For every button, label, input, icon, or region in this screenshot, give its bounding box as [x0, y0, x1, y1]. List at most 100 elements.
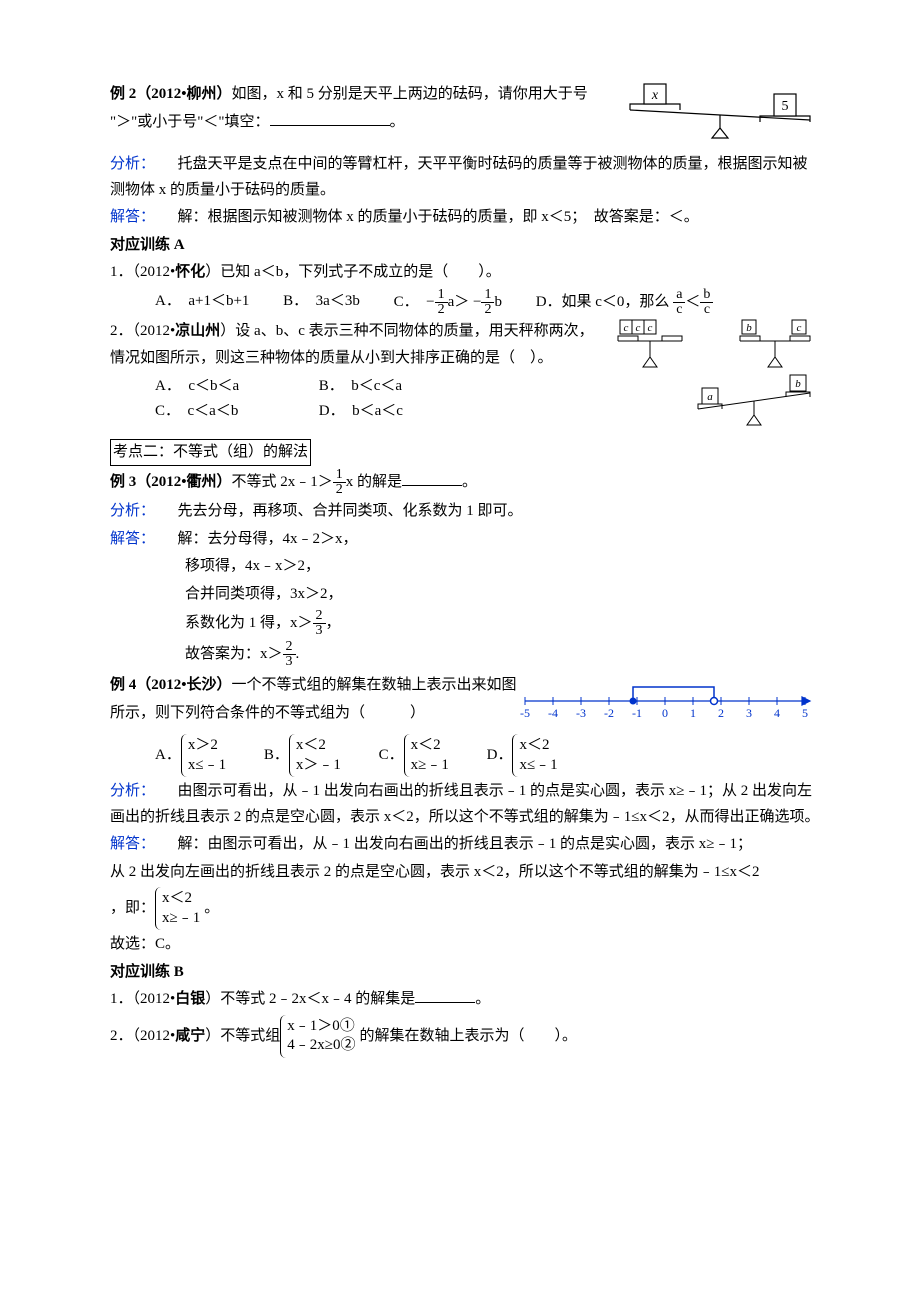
ex3-s4: 系数化为 1 得，x＞23， [110, 609, 820, 638]
ex4-C[interactable]: C．x＜2x≥﹣1 [379, 734, 453, 777]
ex4-answer-label: 解答： [110, 836, 148, 852]
q1D-op: ＜ [685, 293, 700, 309]
ex4-B[interactable]: B．x＜2x＞﹣1 [264, 734, 345, 777]
ex4-options: A．x＞2x≤﹣1 B．x＜2x＞﹣1 C．x＜2x≥﹣1 D．x＜2x≤﹣1 [110, 728, 820, 777]
ex4-A-l2: x≤﹣1 [188, 756, 226, 776]
trainB-heading: 对应训练 B [110, 960, 820, 986]
trainA-q1-A[interactable]: A． a+1＜b+1 [155, 289, 249, 315]
trainA-q2-suffix: ）设 a、b、c 表示三种不同物体的质量，用天秤称两次， [220, 323, 593, 339]
trainB-q1: 1．（2012•白银）不等式 2﹣2x＜x﹣4 的解集是。 [110, 987, 820, 1013]
ex4-analysis: 分析： 由图示可看出，从﹣1 出发向右画出的折线且表示﹣1 的点是实心圆，表示 … [110, 779, 820, 830]
trainA-q2-C[interactable]: C． c＜a＜b [155, 399, 285, 425]
ex3-s4-post: ， [326, 615, 341, 631]
q1C-pre: C． − [394, 293, 435, 309]
ex2-analysis: 分析： 托盘天平是支点在中间的等臂杠杆，天平平衡时砝码的质量等于被测物体的质量，… [110, 152, 820, 203]
trainA-q1-C[interactable]: C． −12a＞ −12b [394, 288, 502, 317]
ex4-D-l2: x≤﹣1 [519, 756, 557, 776]
tb-q1-blank[interactable] [415, 987, 475, 1003]
svg-text:-4: -4 [548, 706, 558, 720]
ex4-final: 故选：C。 [110, 932, 820, 958]
svg-text:c: c [797, 322, 802, 334]
svg-text:c: c [636, 322, 641, 334]
trainA-q1-options: A． a+1＜b+1 B． 3a＜3b C． −12a＞ −12b D．如果 c… [110, 288, 820, 317]
ex4-A-l1: x＞2 [188, 736, 226, 756]
trainA-q1-D[interactable]: D．如果 c＜0，那么 ac＜bc [536, 288, 714, 317]
ex4-head: 例 4（2012•长沙）一个不等式组的解集在数轴上表示出来如图 所示，则下列符合… [110, 671, 820, 728]
ex4-D-l1: x＜2 [519, 736, 557, 756]
ex2-stem2: "＞"或小于号"＜"填空： [110, 114, 270, 130]
tb-q2-sys-l1: x﹣1＞0① [287, 1017, 355, 1037]
svg-text:4: 4 [774, 706, 780, 720]
ex3-analysis-text: 先去分母，再移项、合并同类项、化系数为 1 即可。 [148, 503, 523, 519]
ex2-blank[interactable] [270, 110, 390, 126]
trainA-q2-A[interactable]: A． c＜b＜a [155, 374, 285, 400]
q1C-num: 1 [435, 288, 448, 303]
svg-text:-1: -1 [632, 706, 642, 720]
ex3-r-num: 2 [313, 609, 326, 624]
ex3-s5-pre: 故答案为：x＞ [185, 646, 283, 662]
trainA-q2-row: 2．（2012•凉山州）设 a、b、c 表示三种不同物体的质量，用天秤称两次， … [110, 317, 820, 437]
ex4-sys-l2: x≥﹣1 [162, 909, 200, 929]
analysis-label: 分析： [110, 156, 148, 172]
q1C-den2: 2 [481, 303, 494, 317]
ex4-sys-post: 。 [204, 900, 219, 916]
ex3-den: 2 [333, 483, 346, 497]
ex4-A[interactable]: A．x＞2x≤﹣1 [155, 734, 230, 777]
q1D-b: b [700, 288, 713, 303]
tb-q2-city: 咸宁 [175, 1027, 205, 1043]
ex4-sys-pre: ，即： [110, 900, 155, 916]
svg-text:c: c [624, 322, 629, 334]
ex2-stem: 如图，x 和 5 分别是天平上两边的砝码，请你用大于号 [232, 86, 588, 102]
ex3-s3: 合并同类项得，3x＞2， [110, 582, 820, 608]
svg-text:3: 3 [746, 706, 752, 720]
answer-label: 解答： [110, 209, 148, 225]
tb-q1-period: 。 [475, 991, 490, 1007]
trainA-q2-optsCD: C． c＜a＜b D． b＜a＜c [110, 399, 610, 425]
ex4-line2: 所示，则下列符合条件的不等式组为（ ） [110, 701, 520, 727]
ex4-line1: 例 4（2012•长沙）一个不等式组的解集在数轴上表示出来如图 [110, 673, 520, 699]
trainA-q1-B[interactable]: B． 3a＜3b [283, 289, 360, 315]
tb-q2-sys-l2: 4﹣2x≥0② [287, 1036, 355, 1056]
ex4-B-l1: x＜2 [296, 736, 341, 756]
ex3-s5: 故答案为：x＞23. [110, 640, 820, 669]
svg-text:5: 5 [802, 706, 808, 720]
ex2-answer: 解答： 解：根据图示知被测物体 x 的质量小于砝码的质量，即 x＜5； 故答案是… [110, 205, 820, 231]
svg-text:2: 2 [718, 706, 724, 720]
ex4-B-l2: x＞﹣1 [296, 756, 341, 776]
q1C-num2: 1 [481, 288, 494, 303]
balance-x-label: x [651, 88, 659, 103]
q1D-c1: c [673, 303, 685, 317]
ex4-sys-l1: x＜2 [162, 889, 200, 909]
ex3-blank[interactable] [402, 470, 462, 486]
trainA-q1: 1．（2012•怀化）已知 a＜b，下列式子不成立的是（ ）。 [110, 260, 820, 286]
trainA-q2-B[interactable]: B． b＜c＜a [319, 374, 402, 400]
tb-q1-city: 白银 [175, 991, 205, 1007]
ex2-title: 例 2（2012•柳州） [110, 86, 232, 102]
ex3-r-num2: 2 [283, 640, 296, 655]
tb-q1-suf: ）不等式 2﹣2x＜x﹣4 的解集是 [205, 991, 415, 1007]
svg-text:b: b [746, 322, 752, 334]
ex4-numberline: -5-4-3-2-1012345 [520, 671, 820, 721]
trainA-q2-D[interactable]: D． b＜a＜c [319, 399, 403, 425]
ex3-answer-label: 解答： [110, 531, 148, 547]
ex3: 例 3（2012•衢州）不等式 2x﹣1＞12x 的解是。 [110, 468, 820, 497]
svg-text:-5: -5 [520, 706, 530, 720]
ex3-analysis-label: 分析： [110, 503, 148, 519]
ex3-answer-l1: 解答： 解：去分母得，4x﹣2＞x， [110, 527, 820, 553]
trainA-q2-line2: 情况如图所示，则这三种物体的质量从小到大排序正确的是（ ）。 [110, 346, 610, 372]
svg-text:1: 1 [690, 706, 696, 720]
ex4-stem1: 一个不等式组的解集在数轴上表示出来如图 [232, 677, 517, 693]
ex4-ans-sys: ，即： x＜2x≥﹣1。 [110, 887, 820, 930]
svg-text:c: c [648, 322, 653, 334]
ex4-D[interactable]: D．x＜2x≤﹣1 [487, 734, 562, 777]
ex3-s5-post: . [296, 646, 300, 662]
tb-q2-sufpost: 的解集在数轴上表示为（ ）。 [360, 1027, 578, 1043]
ex3-r-den2: 3 [283, 655, 296, 669]
svg-text:b: b [795, 378, 801, 390]
ex3-period: 。 [462, 474, 477, 490]
q1C-mid: a＞ − [448, 293, 482, 309]
svg-text:0: 0 [662, 706, 668, 720]
trainA-q2-figure: ccc bc ab [610, 317, 820, 437]
ex4-C-l1: x＜2 [411, 736, 449, 756]
ex3-analysis: 分析： 先去分母，再移项、合并同类项、化系数为 1 即可。 [110, 499, 820, 525]
